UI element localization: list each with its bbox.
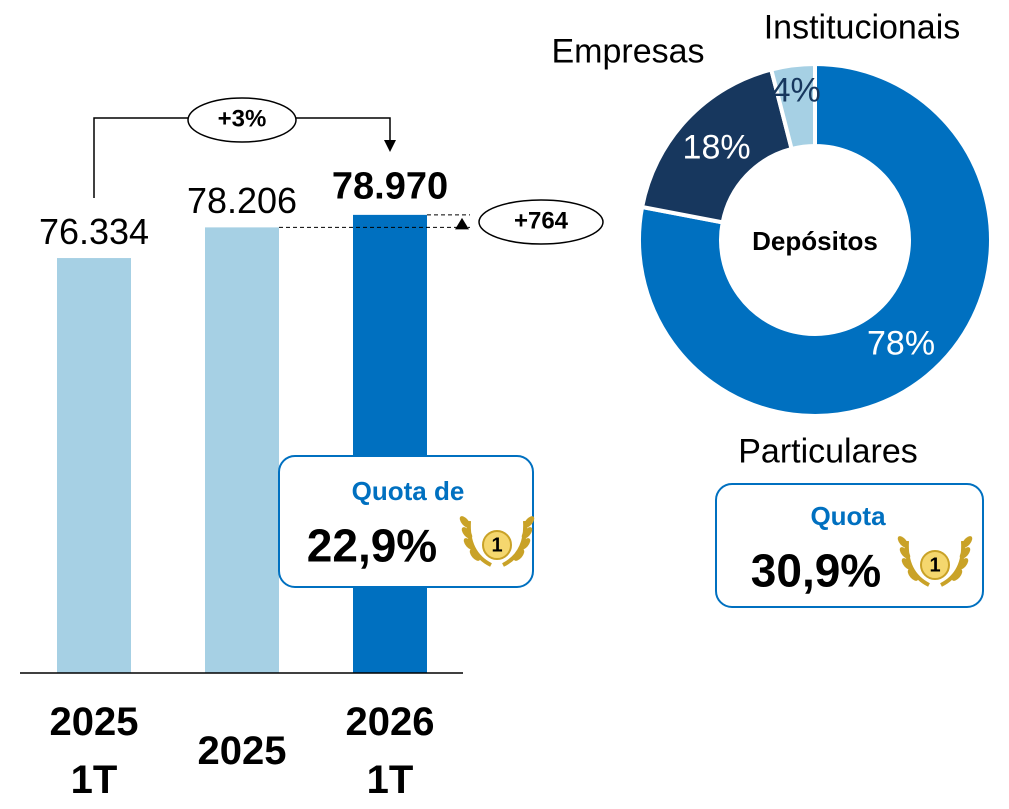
arrow-head bbox=[455, 217, 469, 230]
bar bbox=[205, 227, 279, 674]
laurel-leaf bbox=[907, 569, 919, 581]
quota-value: 30,9% bbox=[750, 544, 882, 597]
donut-slice bbox=[637, 61, 993, 418]
slice-value: 18% bbox=[682, 127, 751, 166]
slice-category: Particulares bbox=[738, 432, 918, 471]
growth-bubble bbox=[187, 97, 297, 143]
slice-category: Institucionais bbox=[763, 8, 961, 47]
laurel-leaf bbox=[519, 538, 531, 550]
quota-value: 22,9% bbox=[306, 519, 438, 572]
value-label: 78.206 bbox=[186, 180, 298, 222]
laurel-leaf bbox=[461, 527, 473, 539]
arrow-head bbox=[384, 140, 396, 152]
rank-medal bbox=[459, 516, 535, 567]
value-label: 78.970 bbox=[331, 165, 449, 208]
laurel-leaf bbox=[959, 547, 971, 559]
value-label: 76.334 bbox=[38, 210, 150, 252]
laurel-leaf bbox=[901, 558, 913, 570]
laurel-leaf bbox=[469, 549, 481, 561]
slice-value: 78% bbox=[867, 324, 936, 363]
growth-abs: +764 bbox=[513, 207, 569, 235]
quota-label: Quota de bbox=[351, 476, 465, 507]
laurel-leaf bbox=[897, 536, 909, 548]
quota-label: Quota bbox=[810, 501, 886, 532]
rank-medal bbox=[897, 536, 973, 587]
category-label: 2026 1T bbox=[345, 700, 435, 802]
laurel-leaf bbox=[459, 516, 471, 528]
donut-slice bbox=[768, 61, 817, 152]
medal-disc bbox=[920, 550, 950, 580]
laurel-leaf bbox=[463, 538, 475, 550]
bar bbox=[57, 258, 131, 673]
rank-label: 1 bbox=[929, 554, 941, 577]
category-label: 2025 bbox=[197, 729, 287, 773]
category-label: 2025 1T bbox=[49, 700, 139, 802]
laurel-leaf bbox=[523, 516, 535, 528]
delta-bubble bbox=[478, 199, 604, 245]
rank-label: 1 bbox=[491, 534, 503, 557]
medal-disc bbox=[482, 530, 512, 560]
laurel-leaf bbox=[951, 569, 963, 581]
donut-title: Depósitos bbox=[752, 226, 878, 257]
laurel-leaf bbox=[513, 549, 525, 561]
bar bbox=[353, 214, 427, 673]
growth-pct: +3% bbox=[217, 105, 267, 133]
slice-category: Empresas bbox=[551, 32, 705, 71]
laurel-leaf bbox=[957, 558, 969, 570]
donut-slice bbox=[639, 67, 795, 225]
slice-value: 4% bbox=[771, 71, 821, 110]
laurel-leaf bbox=[961, 536, 973, 548]
laurel-leaf bbox=[899, 547, 911, 559]
laurel-leaf bbox=[521, 527, 533, 539]
